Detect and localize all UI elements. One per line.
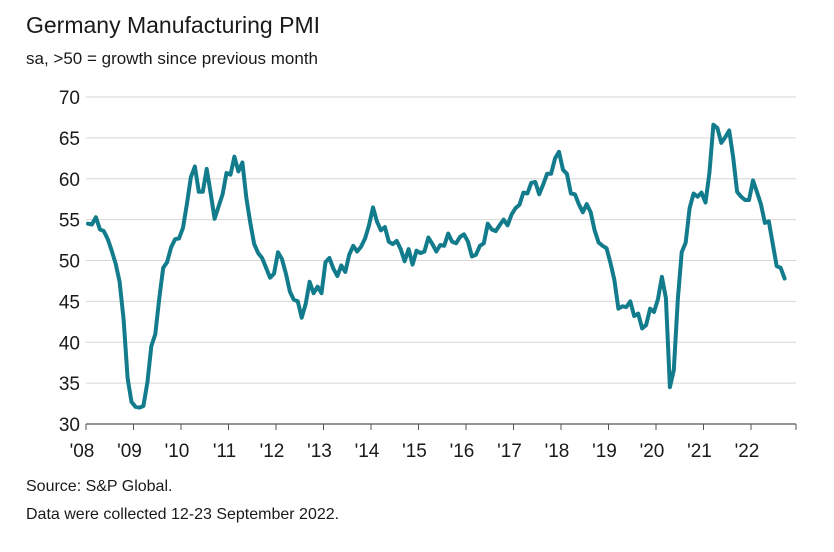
x-tick-label: '20 [640, 441, 665, 462]
y-tick-label: 30 [59, 415, 80, 436]
y-tick-label: 60 [59, 170, 80, 191]
x-tick-label: '21 [687, 441, 712, 462]
y-axis-ticks: 30 35 40 45 50 55 60 65 70 [59, 88, 80, 436]
chart-title: Germany Manufacturing PMI [26, 12, 321, 38]
x-tick-label: '18 [545, 441, 570, 462]
x-tick-label: '22 [735, 441, 760, 462]
x-tick-label: '13 [307, 441, 332, 462]
y-tick-label: 50 [59, 252, 80, 273]
y-tick-label: 65 [59, 129, 80, 150]
y-tick-label: 45 [59, 292, 80, 313]
x-tick-label: '17 [497, 441, 522, 462]
pmi-line-chart: 30 35 40 45 50 55 60 65 70 '08 '09 '10 '11 '12 '13 '14… [59, 88, 797, 462]
x-tick-label: '12 [260, 441, 285, 462]
x-tick-label: '09 [117, 441, 142, 462]
y-tick-label: 35 [59, 374, 80, 395]
chart-subtitle: sa, >50 = growth since previous month [26, 49, 318, 68]
x-tick-label: '10 [165, 441, 190, 462]
collection-note: Data were collected 12-23 September 2022… [26, 506, 340, 523]
x-tick-label: '11 [213, 441, 236, 462]
x-tick-label: '14 [355, 441, 380, 462]
x-tick-label: '15 [402, 441, 427, 462]
series-group [86, 122, 787, 410]
y-tick-label: 40 [59, 333, 80, 354]
series-line-0 [86, 122, 787, 410]
x-tick-label: '16 [450, 441, 475, 462]
y-tick-label: 70 [59, 88, 80, 109]
x-tick-label: '08 [70, 441, 95, 462]
y-tick-label: 55 [59, 211, 80, 232]
x-axis-ticks: '08 '09 '10 '11 '12 '13 '14 '15 '16 '17 '18 '19 '20 '… [70, 424, 797, 462]
grid-lines [86, 96, 796, 384]
x-tick-label: '19 [592, 441, 617, 462]
source-note: Source: S&P Global. [26, 478, 173, 495]
